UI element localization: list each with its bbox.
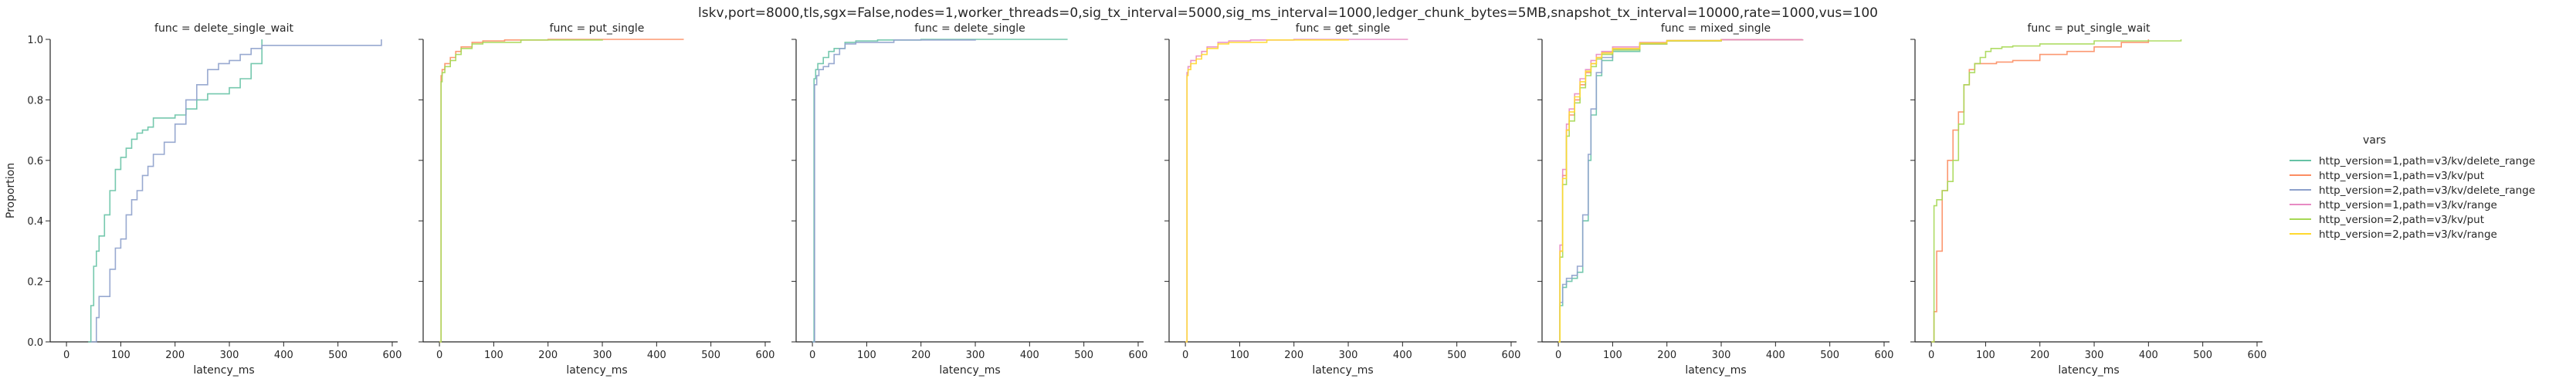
x-tick-label: 100 <box>111 350 130 361</box>
x-tick-label: 600 <box>756 350 775 361</box>
series-line-2 <box>812 39 976 343</box>
x-tick-label: 600 <box>1502 350 1521 361</box>
x-tick-label: 100 <box>1230 350 1249 361</box>
series-line-4 <box>1558 39 1804 343</box>
x-tick-label: 500 <box>1447 350 1466 361</box>
panel-title: func = get_single <box>1296 22 1390 35</box>
legend-title: vars <box>2363 134 2386 147</box>
y-tick-label: 1.0 <box>27 35 43 46</box>
x-tick-label: 200 <box>1657 350 1676 361</box>
x-tick-label: 100 <box>1976 350 1995 361</box>
series-line-2 <box>1931 39 2182 343</box>
figure-suptitle: lskv,port=8000,tls,sgx=False,nodes=1,wor… <box>698 5 1878 21</box>
panel-title: func = delete_single_wait <box>154 22 293 35</box>
x-tick-label: 600 <box>383 350 402 361</box>
y-tick-label: 0.8 <box>27 95 43 106</box>
series-line-1 <box>1558 39 1804 343</box>
x-tick-label: 600 <box>1129 350 1148 361</box>
legend-entry: http_version=1,path=v3/kv/delete_range <box>2290 155 2535 167</box>
x-tick-label: 300 <box>1339 350 1358 361</box>
x-tick-label: 500 <box>328 350 347 361</box>
legend: vars http_version=1,path=v3/kv/delete_ra… <box>2290 134 2535 241</box>
panels-group: func = delete_single_wait 0 100 200 300 400 50… <box>5 22 2266 377</box>
y-tick-label: 0.4 <box>27 216 43 228</box>
x-tick-label: 500 <box>1820 350 1839 361</box>
x-axis-label: latency_ms <box>1685 364 1746 377</box>
x-tick-label: 300 <box>220 350 239 361</box>
panel-1: func = delete_single_wait 0 100 200 300 400 50… <box>5 22 402 377</box>
x-tick-label: 600 <box>1875 350 1894 361</box>
panel-2: func = put_single 0 100 200 300 400 500 600 late… <box>419 22 774 377</box>
panel-3: func = delete_single 0 100 200 300 400 500 600 l… <box>791 22 1147 377</box>
series-line-1 <box>88 39 263 343</box>
x-tick-label: 100 <box>857 350 876 361</box>
y-axis-label: Proportion <box>5 163 17 218</box>
legend-label: http_version=2,path=v3/kv/delete_range <box>2319 184 2535 197</box>
legend-entry: http_version=2,path=v3/kv/put <box>2290 214 2484 226</box>
x-tick-label: 400 <box>274 350 293 361</box>
x-axis-label: latency_ms <box>193 364 254 377</box>
series-line-2 <box>1185 39 1349 343</box>
legend-entry: http_version=1,path=v3/kv/put <box>2290 170 2484 182</box>
legend-label: http_version=1,path=v3/kv/delete_range <box>2319 155 2535 167</box>
legend-label: http_version=2,path=v3/kv/range <box>2319 228 2497 241</box>
x-tick-label: 100 <box>484 350 503 361</box>
y-tick-label: 0.6 <box>27 156 43 167</box>
x-axis-label: latency_ms <box>1312 364 1373 377</box>
x-tick-label: 200 <box>165 350 185 361</box>
panel-title: func = put_single <box>550 22 645 35</box>
x-tick-label: 300 <box>2085 350 2104 361</box>
y-tick-label: 0.2 <box>27 277 43 289</box>
x-tick-label: 400 <box>1766 350 1785 361</box>
legend-label: http_version=1,path=v3/kv/put <box>2319 170 2484 182</box>
x-axis-label: latency_ms <box>939 364 1000 377</box>
x-tick-label: 0 <box>809 350 815 361</box>
x-tick-label: 300 <box>593 350 612 361</box>
series-line-2 <box>439 39 603 343</box>
x-tick-label: 300 <box>1712 350 1731 361</box>
panel-title: func = put_single_wait <box>2027 22 2151 35</box>
series-line-2 <box>90 39 382 343</box>
x-tick-label: 500 <box>701 350 720 361</box>
x-tick-label: 0 <box>1928 350 1934 361</box>
series-line-2 <box>1558 39 1804 343</box>
x-tick-label: 400 <box>2139 350 2158 361</box>
x-tick-label: 0 <box>436 350 442 361</box>
x-tick-label: 400 <box>1393 350 1412 361</box>
y-tick-label: 0.0 <box>27 337 43 349</box>
panel-title: func = mixed_single <box>1661 22 1771 35</box>
x-tick-label: 400 <box>1020 350 1039 361</box>
series-line-1 <box>439 39 684 343</box>
x-tick-label: 600 <box>2248 350 2267 361</box>
legend-label: http_version=1,path=v3/kv/range <box>2319 199 2497 211</box>
legend-entry: http_version=2,path=v3/kv/range <box>2290 228 2497 241</box>
panel-4: func = get_single 0 100 200 300 400 500 600 late… <box>1164 22 1520 377</box>
panel-6: func = put_single_wait 0 100 200 300 400 500 60… <box>1910 22 2266 377</box>
x-tick-label: 500 <box>1074 350 1093 361</box>
legend-entry: http_version=1,path=v3/kv/range <box>2290 199 2497 211</box>
legend-label: http_version=2,path=v3/kv/put <box>2319 214 2484 226</box>
x-tick-label: 100 <box>1603 350 1622 361</box>
x-tick-label: 400 <box>647 350 666 361</box>
x-tick-label: 200 <box>2030 350 2049 361</box>
x-tick-label: 200 <box>538 350 558 361</box>
x-tick-label: 0 <box>63 350 69 361</box>
x-tick-label: 500 <box>2193 350 2212 361</box>
x-tick-label: 200 <box>911 350 930 361</box>
panel-title: func = delete_single <box>914 22 1025 35</box>
panel-5: func = mixed_single 0 100 200 300 400 500 600 la… <box>1537 22 1893 377</box>
x-tick-label: 200 <box>1284 350 1303 361</box>
series-line-1 <box>812 39 1068 343</box>
x-axis-label: latency_ms <box>566 364 627 377</box>
x-tick-label: 0 <box>1182 350 1188 361</box>
series-line-6 <box>1558 39 1722 343</box>
legend-entry: http_version=2,path=v3/kv/delete_range <box>2290 184 2535 197</box>
x-tick-label: 0 <box>1555 350 1561 361</box>
x-axis-label: latency_ms <box>2058 364 2119 377</box>
x-tick-label: 300 <box>966 350 985 361</box>
series-line-1 <box>1185 39 1408 343</box>
